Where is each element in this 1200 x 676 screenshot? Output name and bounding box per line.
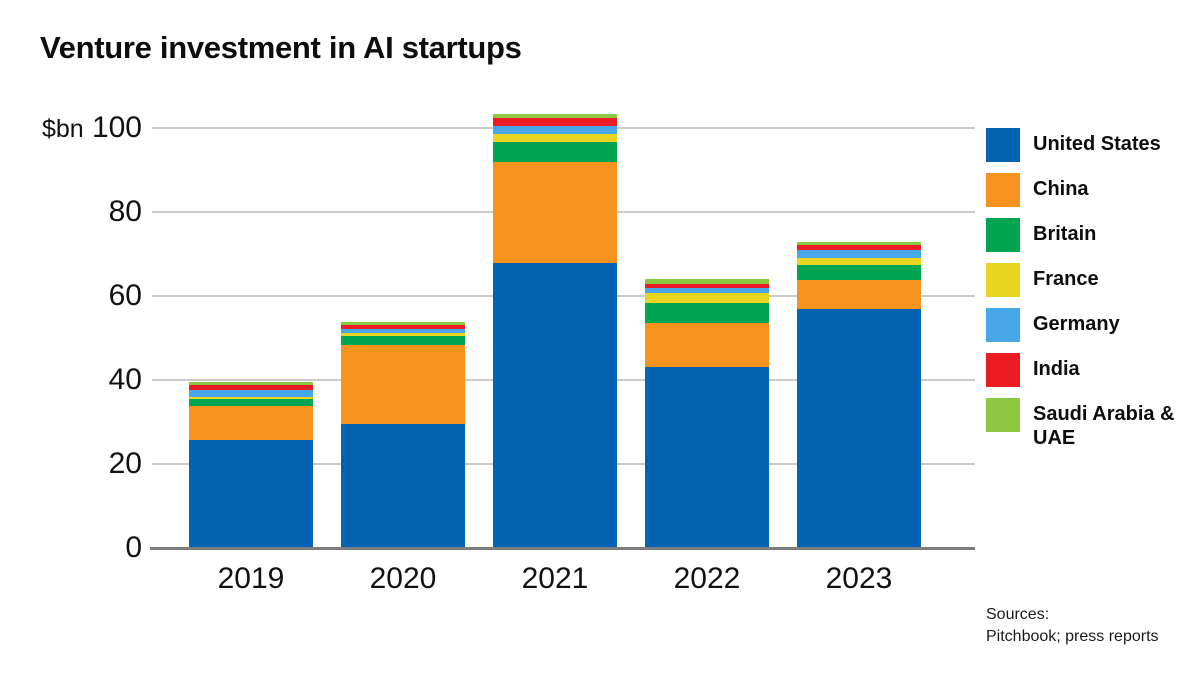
legend-swatch: [986, 263, 1020, 297]
bar-segment-india: [645, 283, 769, 289]
bar-segment-germany: [493, 125, 617, 135]
x-tick-label: 2020: [369, 562, 437, 595]
bar-segment-india: [797, 245, 921, 250]
bar-segment-saudi-arabia-uae: [645, 279, 769, 284]
bar-segment-britain: [189, 399, 313, 407]
y-tick-label: 40: [108, 363, 142, 396]
bar-segment-saudi-arabia-uae: [797, 241, 921, 246]
x-tick-label: 2019: [217, 562, 285, 595]
y-tick-label: 0: [125, 531, 142, 564]
bar-segment-india: [341, 324, 465, 330]
bar-segment-france: [493, 134, 617, 143]
y-tick-label: 20: [108, 447, 142, 480]
legend-swatch: [986, 128, 1020, 162]
bar-segment-united-states: [797, 308, 921, 548]
bar-segment-britain: [797, 264, 921, 281]
bar-segment-france: [341, 333, 465, 336]
bar-segment-saudi-arabia-uae: [189, 381, 313, 386]
legend-label: United States: [1033, 133, 1161, 155]
sources-line-1: Sources:: [986, 606, 1050, 623]
legend-swatch: [986, 173, 1020, 207]
legend-item: United States: [986, 128, 1161, 162]
bar-segment-saudi-arabia-uae: [341, 321, 465, 325]
bar-segment-china: [493, 161, 617, 264]
bar-segment-china: [189, 406, 313, 441]
bar-segment-britain: [645, 303, 769, 324]
bar-segment-saudi-arabia-uae: [493, 114, 617, 119]
legend-swatch: [986, 353, 1020, 387]
bar-segment-united-states: [189, 440, 313, 548]
legend-label: Saudi Arabia & UAE: [1033, 403, 1175, 449]
legend-item: France: [986, 263, 1099, 297]
chart-title: Venture investment in AI startups: [40, 30, 522, 65]
legend-swatch: [986, 308, 1020, 342]
legend-item: Saudi Arabia & UAE: [986, 398, 1188, 450]
bar-segment-britain: [341, 335, 465, 346]
legend-item: India: [986, 353, 1080, 387]
bar-segment-india: [189, 385, 313, 390]
bar-segment-united-states: [493, 263, 617, 548]
y-tick-label: 100: [91, 111, 142, 144]
bar-segment-china: [797, 280, 921, 309]
y-axis-unit-label: $bn: [42, 115, 84, 143]
legend-item: China: [986, 173, 1089, 207]
bar-segment-france: [189, 396, 313, 400]
bar-segment-china: [645, 323, 769, 368]
bar-segment-britain: [493, 142, 617, 162]
bar-segment-united-states: [341, 424, 465, 548]
bar-segment-germany: [189, 389, 313, 397]
sources-note: Sources: Pitchbook; press reports: [986, 604, 1159, 648]
bar-segment-france: [797, 257, 921, 265]
legend-label: China: [1033, 178, 1089, 200]
x-tick-label: 2023: [825, 562, 893, 595]
bar-segment-india: [493, 118, 617, 126]
bar-segment-united-states: [645, 367, 769, 548]
bar-segment-germany: [645, 288, 769, 293]
sources-line-2: Pitchbook; press reports: [986, 628, 1159, 645]
y-tick-label: 80: [108, 195, 142, 228]
bar-segment-china: [341, 345, 465, 425]
bar-segment-germany: [797, 249, 921, 258]
legend-item: Britain: [986, 218, 1096, 252]
x-tick-label: 2022: [673, 562, 741, 595]
y-tick-label: 60: [108, 279, 142, 312]
bar-segment-france: [645, 292, 769, 304]
bar-segment-germany: [341, 329, 465, 334]
legend-swatch: [986, 398, 1020, 432]
legend-label: India: [1033, 358, 1080, 380]
legend-item: Germany: [986, 308, 1120, 342]
legend-label: Britain: [1033, 223, 1097, 245]
legend-label: Germany: [1033, 313, 1120, 335]
x-tick-label: 2021: [521, 562, 589, 595]
legend-label: France: [1033, 268, 1099, 290]
x-axis-baseline: [150, 547, 975, 550]
legend-swatch: [986, 218, 1020, 252]
